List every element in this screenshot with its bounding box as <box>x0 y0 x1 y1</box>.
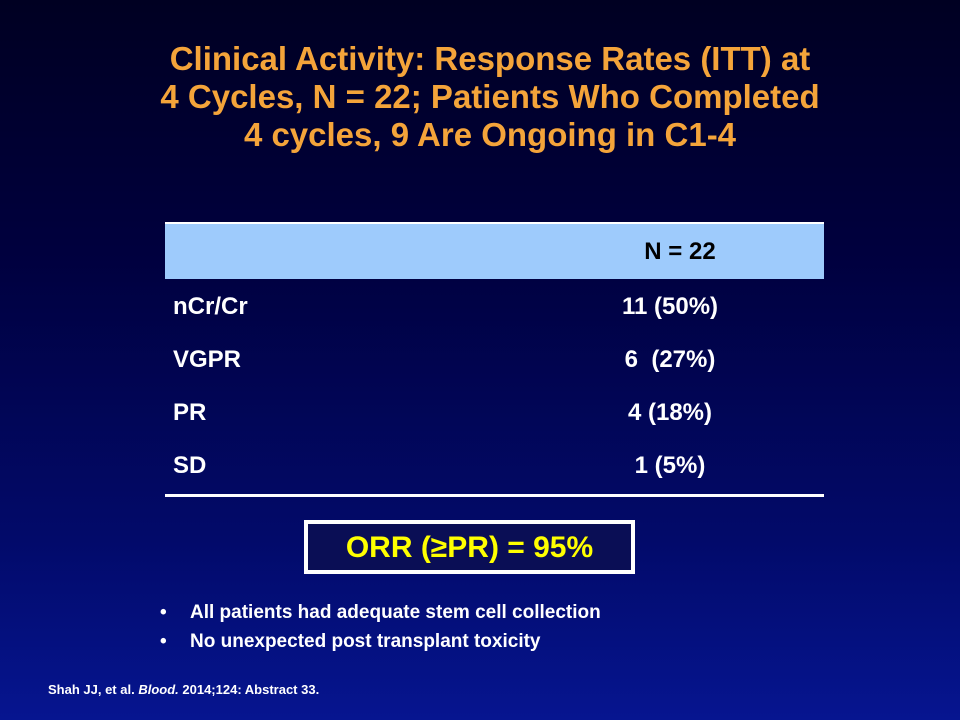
table-header-row: N = 22 <box>165 224 824 279</box>
table-row: nCr/Cr 11 (50%) <box>165 280 824 333</box>
orr-callout-inner: ORR (≥PR) = 95% <box>307 523 632 571</box>
citation: Shah JJ, et al. Blood. 2014;124: Abstrac… <box>48 682 319 697</box>
title-line-1: Clinical Activity: Response Rates (ITT) … <box>169 40 811 77</box>
title-line-2: 4 Cycles, N = 22; Patients Who Completed <box>160 78 820 115</box>
list-item: • All patients had adequate stem cell co… <box>160 598 601 627</box>
title-line-3: 4 cycles, 9 Are Ongoing in C1-4 <box>243 116 737 153</box>
citation-journal: Blood. <box>138 682 179 697</box>
citation-authors: Shah JJ, et al. <box>48 682 139 697</box>
table-body: nCr/Cr 11 (50%) VGPR 6 (27%) PR 4 (18%) … <box>165 279 824 494</box>
bullet-icon: • <box>160 631 167 652</box>
bullet-icon: • <box>160 602 167 623</box>
bullet-text: No unexpected post transplant toxicity <box>190 631 541 652</box>
orr-callout-box: ORR (≥PR) = 95% <box>304 520 635 574</box>
row-value: 6 (27%) <box>624 346 716 373</box>
table-row: VGPR 6 (27%) <box>165 333 824 386</box>
row-label: SD <box>173 452 207 479</box>
table-row: PR 4 (18%) <box>165 386 824 439</box>
table-header-n: N = 22 <box>644 238 716 265</box>
row-value: 4 (18%) <box>627 399 713 426</box>
slide-title: Clinical Activity: Response Rates (ITT) … <box>40 40 940 154</box>
orr-callout-text: ORR (≥PR) = 95% <box>345 531 594 564</box>
bullet-text: All patients had adequate stem cell coll… <box>190 602 601 623</box>
bullet-list: • All patients had adequate stem cell co… <box>160 598 601 656</box>
list-item: • No unexpected post transplant toxicity <box>160 627 601 656</box>
row-label: nCr/Cr <box>173 293 248 320</box>
table-row: SD 1 (5%) <box>165 439 824 492</box>
row-value: 1 (5%) <box>634 452 706 479</box>
row-label: PR <box>173 399 207 426</box>
row-value: 11 (50%) <box>621 293 719 320</box>
citation-details: 2014;124: Abstract 33. <box>178 682 320 697</box>
row-label: VGPR <box>173 346 242 373</box>
response-rate-table: N = 22 nCr/Cr 11 (50%) VGPR 6 (27%) PR 4… <box>165 222 824 497</box>
